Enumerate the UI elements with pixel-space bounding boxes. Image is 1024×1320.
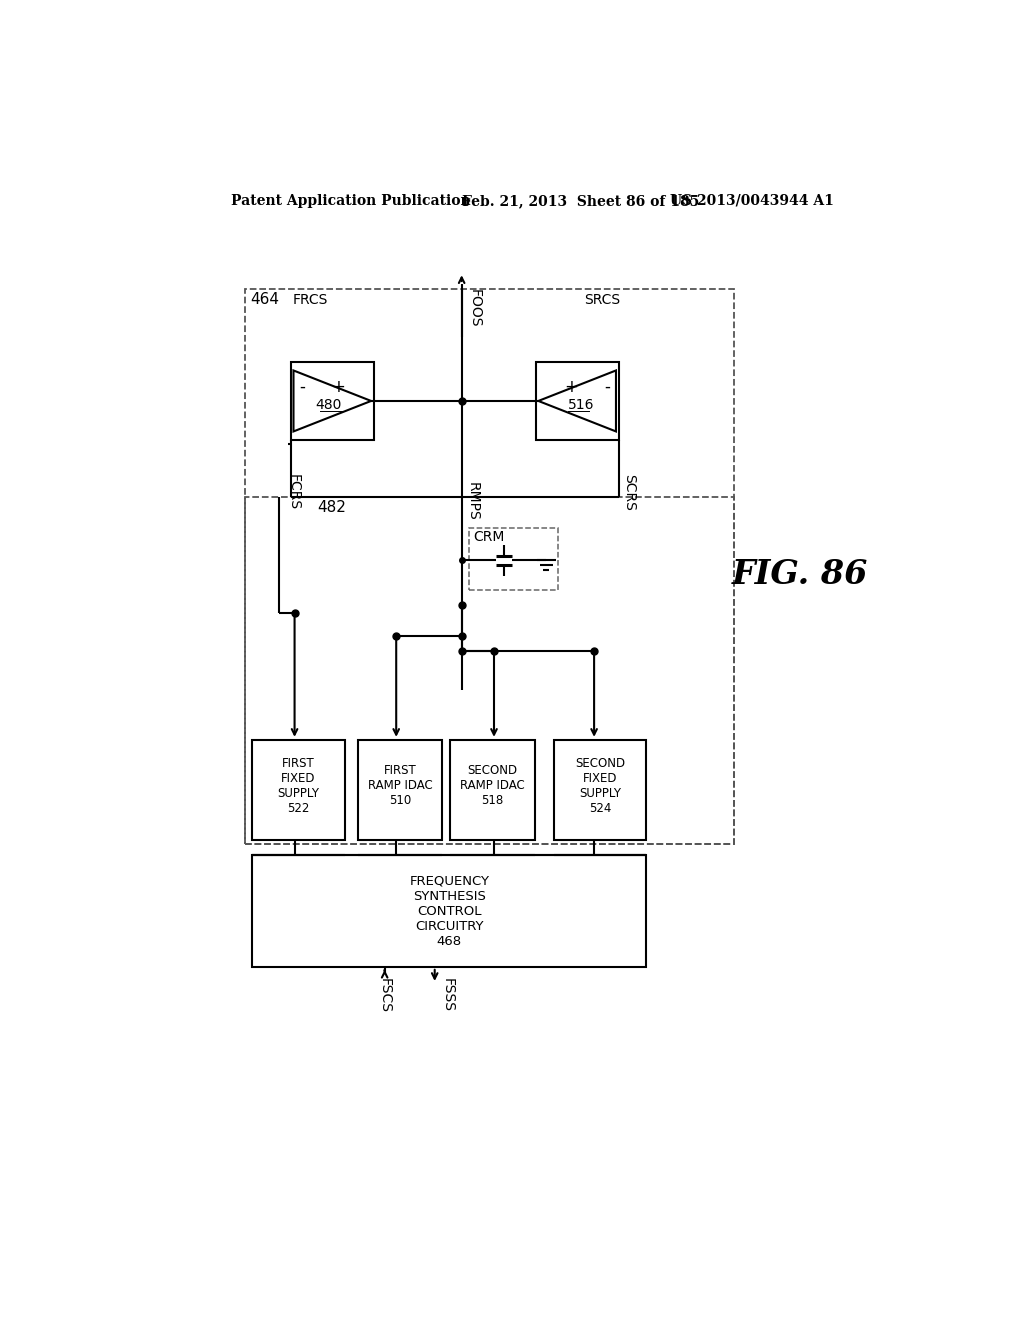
Text: SECOND
FIXED
SUPPLY
524: SECOND FIXED SUPPLY 524 xyxy=(575,756,626,814)
Text: US 2013/0043944 A1: US 2013/0043944 A1 xyxy=(670,194,834,207)
Bar xyxy=(245,289,734,843)
Text: 480: 480 xyxy=(315,397,342,412)
Bar xyxy=(451,739,535,840)
Text: Feb. 21, 2013  Sheet 86 of 185: Feb. 21, 2013 Sheet 86 of 185 xyxy=(462,194,699,207)
Text: FCRS: FCRS xyxy=(287,474,301,511)
Text: FREQUENCY
SYNTHESIS
CONTROL
CIRCUITRY
468: FREQUENCY SYNTHESIS CONTROL CIRCUITRY 46… xyxy=(410,875,489,948)
Bar xyxy=(469,528,558,590)
Text: SECOND
RAMP IDAC
518: SECOND RAMP IDAC 518 xyxy=(460,764,525,808)
Text: RMPS: RMPS xyxy=(466,482,479,520)
Bar xyxy=(245,498,734,843)
Bar xyxy=(357,739,442,840)
Text: Patent Application Publication: Patent Application Publication xyxy=(230,194,470,207)
Text: SRCS: SRCS xyxy=(584,293,621,308)
Text: CRM: CRM xyxy=(473,531,505,544)
Text: 464: 464 xyxy=(251,292,280,306)
Text: FOOS: FOOS xyxy=(468,289,482,327)
Text: FIRST
FIXED
SUPPLY
522: FIRST FIXED SUPPLY 522 xyxy=(278,756,319,814)
Text: FIRST
RAMP IDAC
510: FIRST RAMP IDAC 510 xyxy=(368,764,432,808)
Text: SCRS: SCRS xyxy=(623,474,637,511)
Bar xyxy=(291,362,374,440)
Text: 516: 516 xyxy=(567,397,594,412)
Text: FRCS: FRCS xyxy=(293,293,329,308)
Text: FIG. 86: FIG. 86 xyxy=(732,557,868,591)
Bar xyxy=(554,739,646,840)
Text: 482: 482 xyxy=(317,499,346,515)
Bar xyxy=(252,739,345,840)
Text: -: - xyxy=(299,378,305,396)
Text: +: + xyxy=(331,378,345,396)
Bar xyxy=(252,855,646,966)
Text: +: + xyxy=(564,378,579,396)
Text: FSCS: FSCS xyxy=(378,978,391,1014)
Text: FSSS: FSSS xyxy=(441,978,455,1012)
Bar xyxy=(536,362,618,440)
Text: -: - xyxy=(605,378,610,396)
